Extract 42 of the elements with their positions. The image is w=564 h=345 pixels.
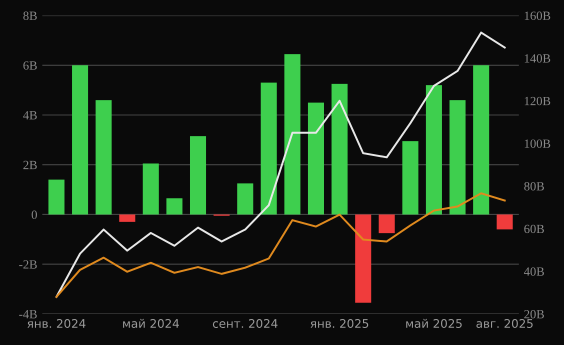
y-tick-label: 4B: [23, 111, 37, 120]
bar: [450, 100, 466, 214]
bar: [119, 214, 136, 222]
line-series: [55, 32, 506, 298]
bar: [72, 65, 88, 214]
bar: [426, 85, 442, 214]
bar: [237, 183, 254, 214]
y2-tick-label: 60B: [524, 224, 544, 234]
y2-tick-label: 20B: [524, 310, 544, 318]
bar: [378, 214, 395, 234]
x-tick-label: янв. 2024: [27, 319, 86, 328]
x-tick-label: сент. 2024: [212, 319, 278, 328]
bar: [96, 100, 112, 214]
x-tick-label: авг. 2025: [476, 319, 533, 328]
y-tick-label: 0: [32, 210, 37, 219]
y-tick-label: -4B: [19, 310, 37, 318]
line-series: [55, 192, 506, 298]
x-tick-label: май 2025: [406, 318, 462, 328]
bar: [473, 65, 490, 214]
y-tick-label: -2B: [19, 260, 37, 269]
y2-tick-label: 160B: [524, 12, 550, 20]
y2-tick-label: 140B: [524, 54, 550, 63]
y2-tick-label: 40B: [524, 267, 544, 276]
x-tick-label: май 2024: [123, 318, 179, 328]
bar: [166, 198, 182, 214]
bar: [190, 136, 206, 214]
y-tick-label: 2B: [23, 160, 37, 170]
y-tick-label: 8B: [23, 12, 37, 20]
bar: [260, 82, 277, 214]
y2-tick-label: 80B: [524, 182, 544, 191]
bar: [308, 102, 324, 214]
bar: [332, 84, 348, 214]
y-tick-label: 6B: [23, 61, 37, 70]
y2-tick-label: 100B: [524, 139, 550, 148]
bar: [496, 214, 513, 230]
bar: [142, 163, 159, 214]
x-tick-label: янв. 2025: [310, 319, 368, 328]
bar: [355, 214, 372, 303]
bar: [402, 141, 418, 214]
bar: [284, 54, 300, 214]
bar: [48, 180, 64, 214]
y2-tick-label: 120B: [524, 96, 550, 106]
